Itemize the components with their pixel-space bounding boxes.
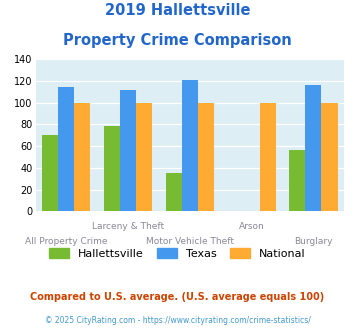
Text: 2019 Hallettsville: 2019 Hallettsville xyxy=(105,3,250,18)
Bar xyxy=(120,90,136,211)
Bar xyxy=(58,86,75,211)
Text: Burglary: Burglary xyxy=(294,237,333,246)
Text: © 2025 CityRating.com - https://www.cityrating.com/crime-statistics/: © 2025 CityRating.com - https://www.city… xyxy=(45,316,310,325)
Bar xyxy=(166,173,182,211)
Bar xyxy=(104,125,120,211)
Legend: Hallettsville, Texas, National: Hallettsville, Texas, National xyxy=(45,244,310,263)
Text: Arson: Arson xyxy=(239,222,264,231)
Text: Property Crime Comparison: Property Crime Comparison xyxy=(63,33,292,48)
Text: All Property Crime: All Property Crime xyxy=(25,237,108,246)
Bar xyxy=(182,80,198,211)
Text: Larceny & Theft: Larceny & Theft xyxy=(92,222,164,231)
Bar xyxy=(322,103,338,211)
Bar xyxy=(42,135,58,211)
Bar xyxy=(289,150,305,211)
Text: Compared to U.S. average. (U.S. average equals 100): Compared to U.S. average. (U.S. average … xyxy=(31,292,324,302)
Bar xyxy=(305,85,322,211)
Bar xyxy=(198,103,214,211)
Text: Motor Vehicle Theft: Motor Vehicle Theft xyxy=(146,237,234,246)
Bar xyxy=(260,103,276,211)
Bar xyxy=(136,103,152,211)
Bar xyxy=(75,103,91,211)
